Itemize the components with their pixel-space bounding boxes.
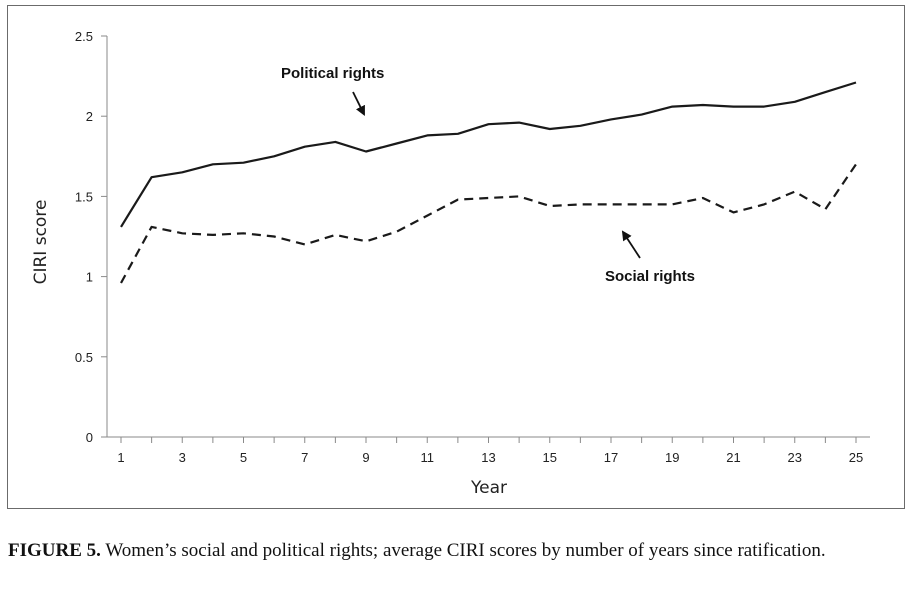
y-tick-label: 1 bbox=[86, 270, 93, 285]
series-lines bbox=[120, 81, 857, 284]
x-axis-title: Year bbox=[470, 478, 507, 498]
x-tick-label: 7 bbox=[301, 450, 308, 465]
axes bbox=[101, 35, 870, 443]
x-tick-label: 13 bbox=[481, 450, 495, 465]
line-chart: 00.511.522.51 3 5 7 9 11 13 15 17 19 21 23 25 Politi… bbox=[31, 29, 870, 498]
annotations: Political rights Social rights bbox=[281, 65, 695, 285]
tick-labels: 00.511.522.51 3 5 7 9 11 13 15 17 19 21 23 25 bbox=[75, 29, 863, 465]
figure-caption-label: FIGURE 5. bbox=[8, 540, 101, 561]
annotation-social-rights: Social rights bbox=[605, 268, 695, 285]
figure-caption-text: Women’s social and political rights; ave… bbox=[105, 540, 826, 561]
series-line-social-rights bbox=[120, 163, 857, 284]
x-tick-label: 15 bbox=[543, 450, 557, 465]
y-tick-label: 2.5 bbox=[75, 29, 93, 44]
series-line-political-rights bbox=[120, 81, 857, 228]
arrow-political-rights bbox=[352, 91, 365, 116]
x-tick-label: 21 bbox=[726, 450, 740, 465]
y-tick-label: 0 bbox=[86, 430, 93, 445]
x-tick-label: 9 bbox=[362, 450, 369, 465]
x-tick-label: 17 bbox=[604, 450, 618, 465]
y-tick-label: 0.5 bbox=[75, 350, 93, 365]
x-tick-label: 5 bbox=[240, 450, 247, 465]
x-tick-label: 11 bbox=[421, 450, 435, 465]
arrow-social-rights bbox=[621, 230, 641, 259]
chart-frame: 0 0.5 1 1.5 2 2.5 1 3 5 7 9 11 13 15 17 19 21 23 25 Politi… bbox=[7, 5, 905, 509]
y-tick-label: 1.5 bbox=[75, 189, 93, 204]
x-tick-label: 25 bbox=[849, 450, 863, 465]
x-tick-label: 1 bbox=[117, 450, 124, 465]
y-axis-title: CIRI score bbox=[31, 200, 51, 285]
x-tick-label: 23 bbox=[788, 450, 802, 465]
x-tick-label: 3 bbox=[179, 450, 186, 465]
annotation-political-rights: Political rights bbox=[281, 65, 384, 82]
x-tick-label: 19 bbox=[665, 450, 679, 465]
y-tick-label: 2 bbox=[86, 109, 93, 124]
figure-caption: FIGURE 5. Women’s social and political r… bbox=[8, 538, 904, 563]
